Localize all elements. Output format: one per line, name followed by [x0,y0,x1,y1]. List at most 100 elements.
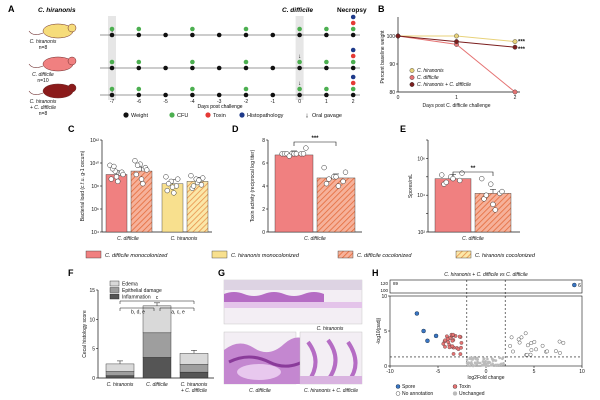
y-tick-label: 10¹⁰ [90,161,99,167]
data-point [111,163,117,170]
y-axis-label: Toxin activity (reciprocal log titer) [250,149,256,222]
y-tick-label: 120 [380,281,388,286]
y-tick-label: 0 [384,364,387,370]
y-tick-label: 100 [380,288,388,293]
panel-a-species2: C. difficile [282,7,313,14]
data-point [286,153,292,159]
image-caption: C. hiranonis [317,326,344,332]
data-point [457,177,463,184]
x-tick-label: -5 [436,369,441,375]
panel-a-letter: A [8,4,15,14]
no-annotation-point [554,349,558,354]
tissue-submucosa [224,302,362,308]
y-tick-label: 2 [262,207,265,213]
no-annotation-point [532,340,537,344]
legend-label: Epithelial damage [122,288,162,294]
unchanged-point [474,357,477,361]
no-annotation-point [509,335,514,340]
cfu-marker [190,26,195,32]
legend-swatch [109,280,120,287]
top-axis-box [389,279,583,294]
bacterial-load-chart: 10⁴ 10⁶ 10⁸ 10¹⁰ 10¹² Bacterial load (c.f.u. … [80,138,212,242]
data-point [490,201,496,208]
tissue-lumen [224,280,362,290]
data-point [303,145,309,151]
data-point [439,172,445,178]
y-tick-label: 10⁶ [91,207,99,213]
legend-marker [409,68,415,73]
gavage-arrow: ↓ [298,54,301,60]
no-annotation-point [526,343,530,348]
series-point [454,39,459,44]
significance-label: *** [518,40,526,46]
y-tick-label: 10¹² [90,138,99,144]
unchanged-point [484,364,488,367]
group-label: C. hiranonis [171,236,198,242]
y-tick-label: 90 [389,62,395,68]
x-tick-label: 1 [455,95,458,101]
spore-point [572,282,577,288]
legend-label: C. difficile [417,75,439,81]
cfu-marker [350,59,356,65]
unchanged-point [483,361,487,364]
stacked-bar-segment [142,305,172,334]
day-tick-label: -4 [190,99,195,105]
panel-a-necropsy: Necropsy [337,7,367,14]
cfu-marker [350,86,356,92]
cfu-marker [243,86,249,92]
data-point [175,176,181,182]
unchanged-point [501,357,504,361]
y-axis-label: Bacterial load (c.f.u. g-1 cecum) [80,150,86,221]
cfu-marker [190,86,195,92]
unchanged-point [486,357,489,361]
y-tick-label: 100 [387,34,396,40]
day-tick-label: -1 [271,99,276,105]
data-point [133,171,139,178]
legend-marker [205,112,211,118]
data-point [293,151,300,157]
unchanged-point [491,362,494,365]
weight-marker [163,32,168,38]
unchanged-point [499,362,503,366]
legend-label: C. difficile monocolonized [105,253,168,259]
no-annotation-point [557,339,562,344]
spore-point [421,328,426,334]
mouse-tail-icon [28,30,44,35]
histology-chart: 0 5 10 15 Cecal histology score C. hiranonis C… [82,280,214,394]
toxin-point [443,338,447,343]
stacked-bar-segment [105,375,135,379]
data-point [198,182,205,188]
gavage-column [108,16,116,100]
x-tick-label: 0 [485,369,488,375]
tissue-base [300,376,362,384]
weight-marker [190,32,195,38]
cfu-marker [324,59,329,65]
x-tick-label: -10 [386,369,393,375]
category-label: C. hiranonis [181,382,208,388]
legend-label: CFU [177,113,188,119]
legend-marker [239,112,245,118]
legend-marker [395,384,401,389]
axis-break-label: 89 [393,281,399,286]
toxin-point [451,352,456,356]
toxin-marker [350,80,356,86]
weight-marker [190,92,195,98]
weight-marker [270,92,276,98]
weight-marker [243,65,249,71]
category-label: C. hiranonis [107,382,134,388]
cfu-marker [136,86,142,92]
unchanged-point [498,356,502,360]
legend-label: Toxin [213,113,226,119]
unchanged-point [497,363,501,367]
toxin-marker [350,53,356,59]
data-point [140,181,146,187]
cfu-marker [297,86,302,92]
data-point [479,175,485,182]
group-label: C. difficile [117,236,139,242]
panel-c: C 10⁴ 10⁶ 10⁸ 10¹⁰ 10¹² Bacterial load (c.f.u… [68,124,212,242]
panel-a-species1: C. hiranonis [38,7,76,14]
weight-marker [297,65,302,71]
data-point [300,151,307,157]
day-tick-label: -5 [163,99,168,105]
comparison-label: b, d, e [131,310,145,316]
